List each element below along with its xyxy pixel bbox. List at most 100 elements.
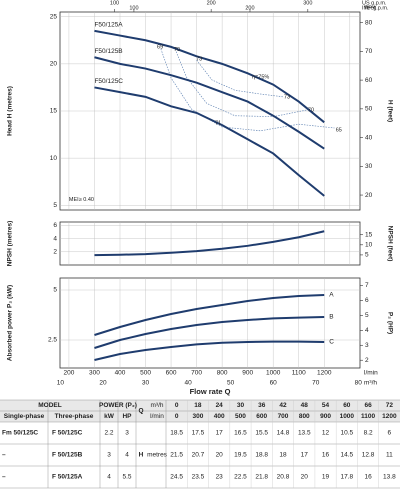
y-tick-label: 10	[50, 155, 58, 162]
curve	[94, 340, 325, 361]
curve	[94, 294, 325, 336]
table-cell: 900	[320, 413, 331, 420]
y-tick-label: 6	[53, 222, 57, 229]
y2-tick-label: 20	[365, 192, 373, 199]
table-cell: 23	[216, 474, 224, 481]
table-cell: 800	[299, 413, 310, 420]
series-label: F50/125C	[94, 78, 123, 85]
table-cell: 5.5	[122, 474, 131, 481]
series-label: F50/125B	[94, 48, 122, 55]
y2-unit: feet	[365, 5, 376, 12]
table-cell: 700	[278, 413, 289, 420]
table-cell: 20.7	[192, 452, 205, 459]
y2-tick-label: 6	[365, 297, 369, 304]
top-axis-unit: IMP g.p.m.	[362, 5, 389, 11]
table-cell: F 50/125A	[52, 474, 83, 481]
y2-tick-label: 60	[365, 77, 373, 84]
table-cell: 16.5	[234, 430, 247, 437]
annotation: 73	[196, 57, 202, 63]
efficiency-curve	[196, 59, 284, 98]
top-tick-label: 300	[303, 0, 312, 6]
table-cell: 17.8	[340, 474, 353, 481]
x2-tick-label: 30	[142, 380, 150, 387]
y2-tick-label: 4	[365, 327, 369, 334]
table-cell: 3	[125, 430, 129, 437]
x2-unit: m³/h	[364, 380, 377, 387]
table-cell: 18	[194, 402, 202, 409]
table-header: Q	[138, 408, 143, 415]
table-header: l/min	[150, 413, 164, 420]
y2-tick-label: 5	[365, 312, 369, 319]
y-tick-label: 4	[53, 235, 57, 242]
annotation: MEI≥ 0.40	[69, 197, 94, 203]
efficiency-curve	[160, 48, 335, 132]
table-cell: 600	[256, 413, 267, 420]
table-cell: 0	[175, 413, 179, 420]
top-tick-label: 200	[207, 0, 216, 6]
x-tick-label: 400	[115, 370, 126, 377]
y2-axis-label: H (feet)	[386, 100, 393, 122]
table-cell: F 50/125B	[52, 452, 83, 459]
top-tick-label: 200	[245, 5, 254, 11]
table-cell: 66	[364, 402, 372, 409]
table-cell: 16	[322, 452, 330, 459]
series-label: C	[329, 339, 334, 346]
table-cell: 14.8	[277, 430, 290, 437]
y2-tick-label: 80	[365, 19, 373, 26]
table-cell: 30	[237, 402, 245, 409]
table-cell: 17	[216, 430, 224, 437]
x2-tick-label: 70	[312, 380, 320, 387]
table-cell: 14.5	[340, 452, 353, 459]
efficiency-curve	[175, 51, 307, 118]
table-cell: 300	[192, 413, 203, 420]
y-tick-label: 15	[50, 108, 58, 115]
annotation: 73	[284, 94, 290, 100]
table-cell: 4	[107, 474, 111, 481]
y2-tick-label: 50	[365, 106, 373, 113]
table-cell: 18	[279, 452, 287, 459]
y-tick-label: 20	[50, 61, 58, 68]
y2-tick-label: 2	[365, 357, 369, 364]
table-cell: 15.5	[255, 430, 268, 437]
series-label: B	[329, 314, 333, 321]
table-cell: 12.8	[362, 452, 375, 459]
x-tick-label: 800	[217, 370, 228, 377]
y2-tick-label: 5	[365, 252, 369, 259]
table-cell: 54	[322, 402, 330, 409]
y2-tick-label: 30	[365, 163, 373, 170]
top-tick-label: 100	[129, 5, 138, 11]
x-tick-label: 1100	[292, 370, 306, 377]
y2-tick-label: 10	[365, 242, 373, 249]
x2-tick-label: 10	[57, 380, 65, 387]
series-label: A	[329, 292, 334, 299]
y-tick-label: 2.5	[48, 337, 57, 344]
table-cell: 13.5	[298, 430, 311, 437]
y-tick-label: 5	[53, 287, 57, 294]
table-cell: 19	[322, 474, 330, 481]
x2-tick-label: 80	[355, 380, 363, 387]
table-cell: 20	[301, 474, 309, 481]
table-cell: 1200	[382, 413, 397, 420]
table-cell: 6	[388, 430, 392, 437]
table-cell: 13.8	[383, 474, 396, 481]
table-cell: 22.5	[234, 474, 247, 481]
table-cell: 60	[343, 402, 351, 409]
table-header: H	[139, 452, 144, 459]
y2-axis-label: NPSH (feet)	[386, 226, 393, 262]
annotation: 70	[174, 47, 180, 53]
table-cell: 36	[258, 402, 266, 409]
curve	[94, 56, 325, 150]
y-axis-label: Absorbed power P₂ (kW)	[7, 285, 14, 361]
x-axis-label: Flow rate Q	[190, 387, 231, 396]
table-header: MODEL	[38, 402, 62, 409]
y2-tick-label: 15	[365, 231, 373, 238]
table-cell: 0	[175, 402, 179, 409]
table-cell: 20	[216, 452, 224, 459]
x-tick-label: 500	[140, 370, 151, 377]
x2-tick-label: 40	[184, 380, 192, 387]
x2-tick-label: 20	[99, 380, 107, 387]
x-tick-label: 700	[191, 370, 202, 377]
table-cell: 1000	[340, 413, 355, 420]
x-tick-label: 200	[64, 370, 75, 377]
